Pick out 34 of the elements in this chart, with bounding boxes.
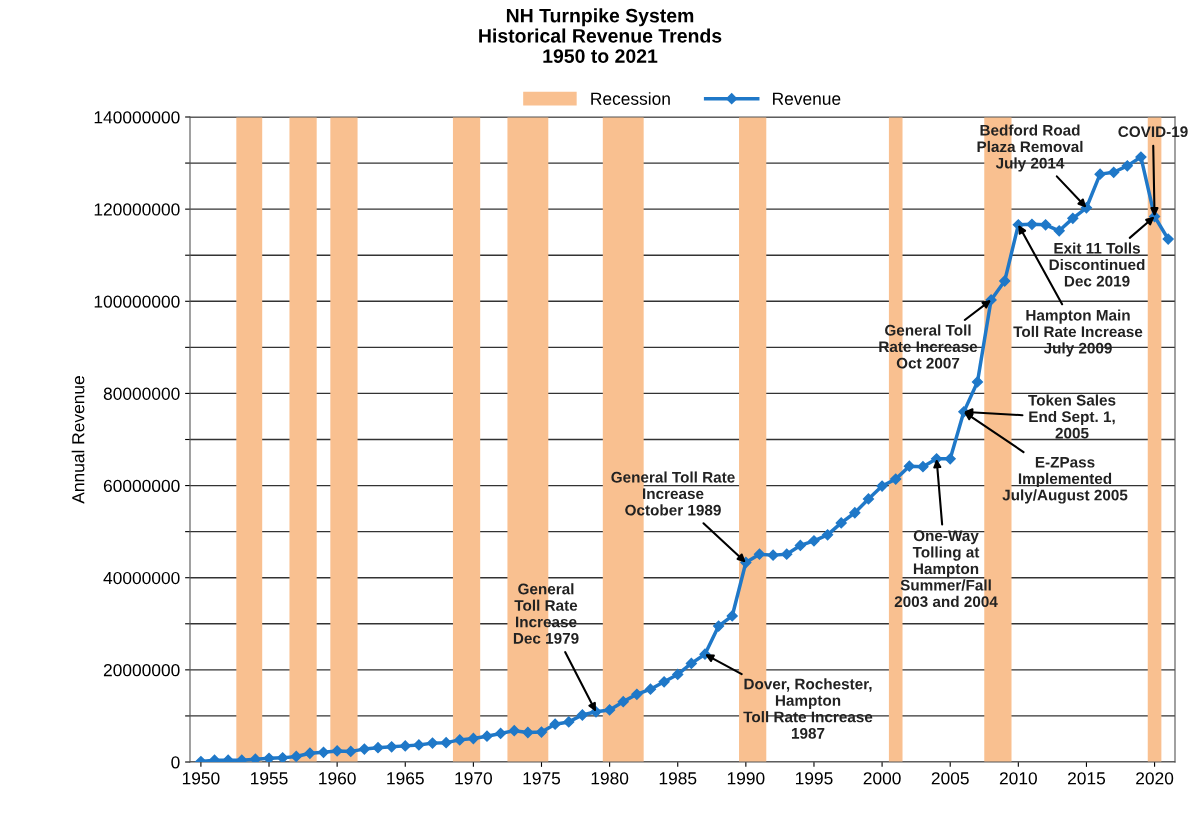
chart-title: NH Turnpike System Historical Revenue Trends 1950 to 2021 bbox=[479, 8, 722, 63]
x-tick-label: 1980 bbox=[591, 772, 629, 785]
annotation: One-Way Tolling at Hampton Summer/Fall 2003 and 2004 bbox=[894, 530, 998, 608]
y-tick-label: 0 bbox=[171, 756, 180, 769]
x-tick-label: 1965 bbox=[387, 772, 424, 785]
x-tick-label: 1955 bbox=[251, 772, 288, 785]
legend-label: Revenue bbox=[773, 92, 841, 105]
annotation: Token Sales End Sept. 1, 2005 bbox=[1028, 394, 1116, 439]
x-tick-label: 1990 bbox=[727, 772, 765, 785]
y-tick-label: 100000000 bbox=[94, 295, 180, 308]
x-tick-label: 2020 bbox=[1136, 772, 1174, 785]
y-tick-label: 40000000 bbox=[103, 571, 180, 585]
y-tick-label: 80000000 bbox=[103, 387, 180, 400]
x-tick-label: 1975 bbox=[523, 772, 561, 785]
x-tick-label: 1985 bbox=[659, 772, 697, 785]
x-tick-label: 2005 bbox=[931, 772, 969, 785]
annotation: General Toll Rate Increase Dec 1979 bbox=[513, 583, 579, 644]
y-tick-label: 60000000 bbox=[103, 479, 180, 493]
annotation: Exit 11 Tolls Discontinued Dec 2019 bbox=[1049, 242, 1145, 287]
x-tick-label: 1950 bbox=[182, 772, 220, 785]
y-axis-title: Annual Revenue bbox=[71, 376, 85, 504]
x-tick-label: 1960 bbox=[319, 772, 356, 785]
annotation: E-ZPass Implemented July/August 2005 bbox=[1002, 456, 1128, 504]
x-tick-label: 2010 bbox=[999, 772, 1037, 785]
x-tick-label: 1970 bbox=[455, 772, 493, 785]
annotation: General Toll Rate Increase October 1989 bbox=[611, 471, 735, 516]
x-tick-label: 2015 bbox=[1068, 772, 1106, 785]
x-tick-label: 1995 bbox=[795, 772, 833, 785]
y-tick-label: 120000000 bbox=[94, 203, 180, 216]
y-tick-label: 20000000 bbox=[103, 664, 180, 677]
annotation: COVID-19 bbox=[1118, 126, 1188, 138]
y-tick-label: 140000000 bbox=[94, 111, 180, 124]
legend-label: Recession bbox=[591, 92, 670, 105]
x-tick-label: 2000 bbox=[863, 772, 901, 785]
